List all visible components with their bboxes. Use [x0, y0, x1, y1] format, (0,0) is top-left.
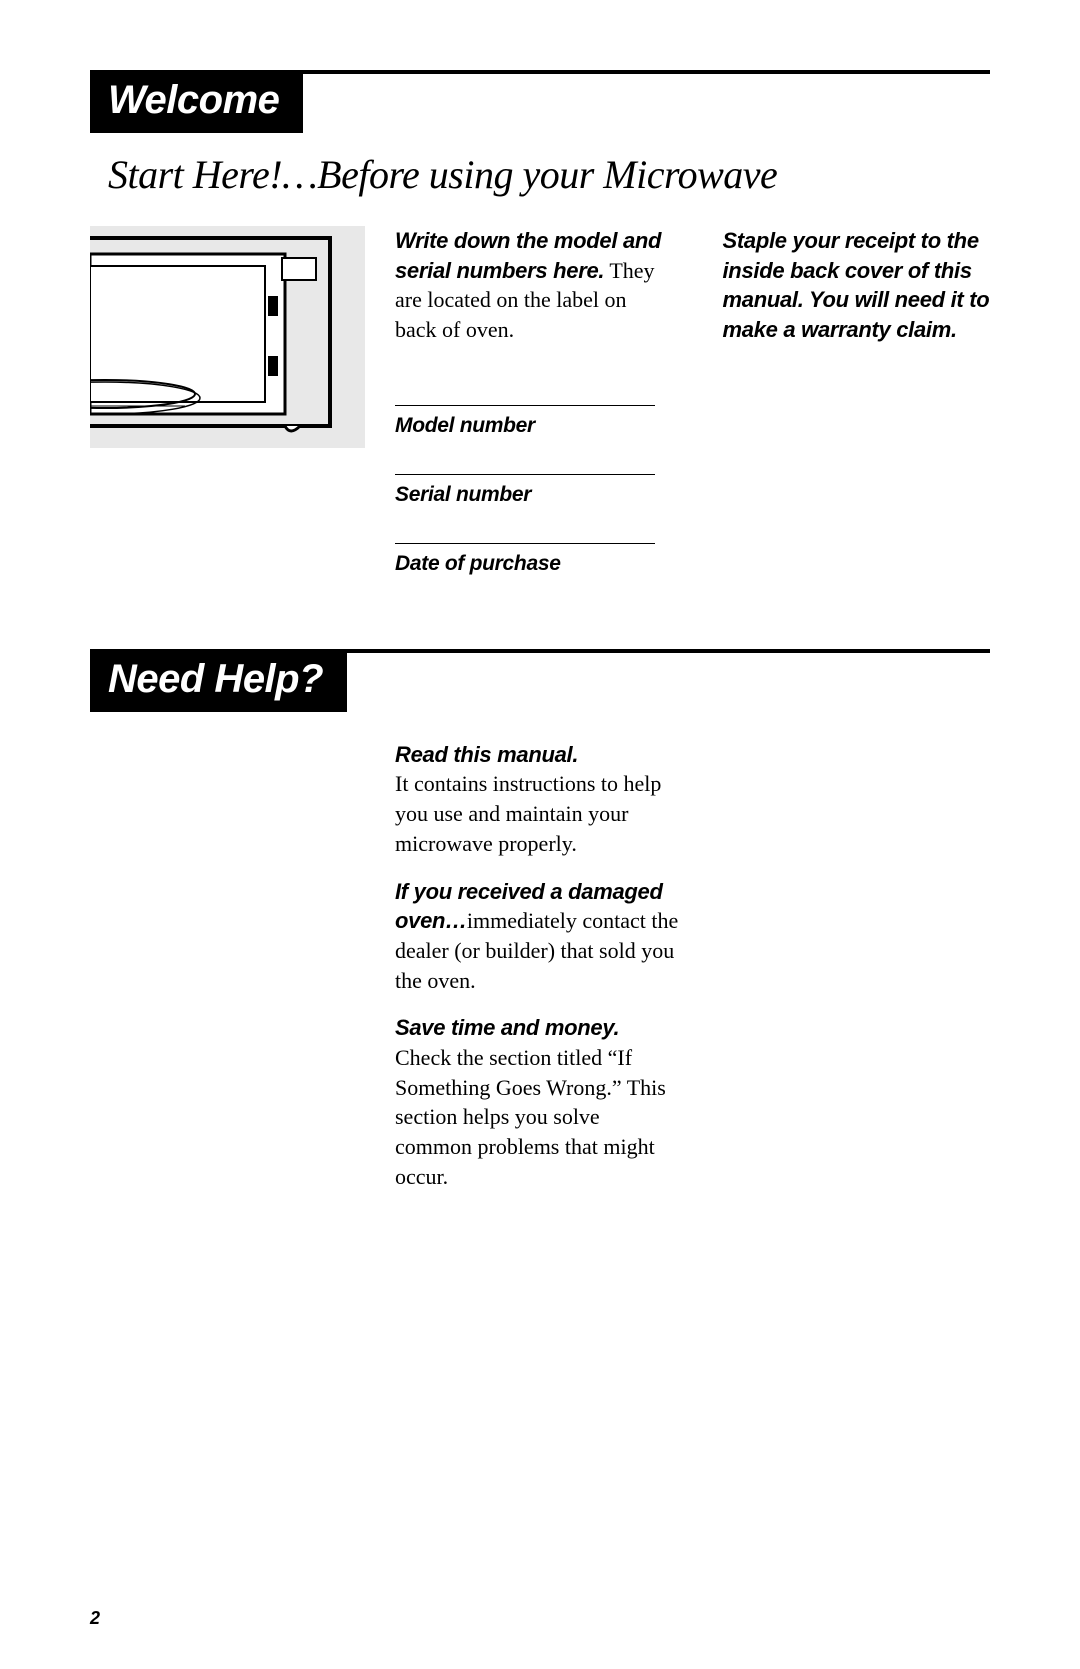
model-line: [395, 405, 655, 406]
welcome-header: Welcome: [90, 70, 990, 133]
page-number: 2: [90, 1608, 100, 1629]
date-line: [395, 543, 655, 544]
welcome-col-1: Write down the model and serial numbers …: [395, 226, 663, 579]
help-body: Read this manual. It contains instructio…: [90, 730, 990, 1192]
microwave-illustration: [90, 226, 365, 448]
help-rule: [347, 649, 990, 653]
model-label: Model number: [395, 412, 663, 440]
help-tab: Need Help?: [90, 649, 347, 712]
welcome-col-2: Staple your receipt to the inside back c…: [723, 226, 991, 579]
rule-right: [303, 70, 990, 74]
welcome-columns: Write down the model and serial numbers …: [395, 226, 990, 579]
help-block-3-heading: Save time and money.: [395, 1013, 680, 1043]
col2-heading: Staple your receipt to the inside back c…: [723, 228, 990, 342]
help-block-3-body: Check the section titled “If Something G…: [395, 1043, 680, 1191]
help-block-3: Save time and money. Check the section t…: [395, 1013, 680, 1191]
help-block-1-heading: Read this manual.: [395, 740, 680, 770]
welcome-tab: Welcome: [90, 70, 303, 133]
welcome-body: Write down the model and serial numbers …: [90, 226, 990, 579]
welcome-subtitle: Start Here!…Before using your Microwave: [90, 151, 990, 198]
serial-line: [395, 474, 655, 475]
date-label: Date of purchase: [395, 550, 663, 578]
help-block-2: If you received a damaged oven…immediate…: [395, 877, 680, 996]
serial-label: Serial number: [395, 481, 663, 509]
help-column: Read this manual. It contains instructio…: [395, 740, 680, 1192]
help-block-1-body: It contains instructions to help you use…: [395, 769, 680, 858]
help-header: Need Help?: [90, 649, 990, 712]
help-block-1: Read this manual. It contains instructio…: [395, 740, 680, 859]
